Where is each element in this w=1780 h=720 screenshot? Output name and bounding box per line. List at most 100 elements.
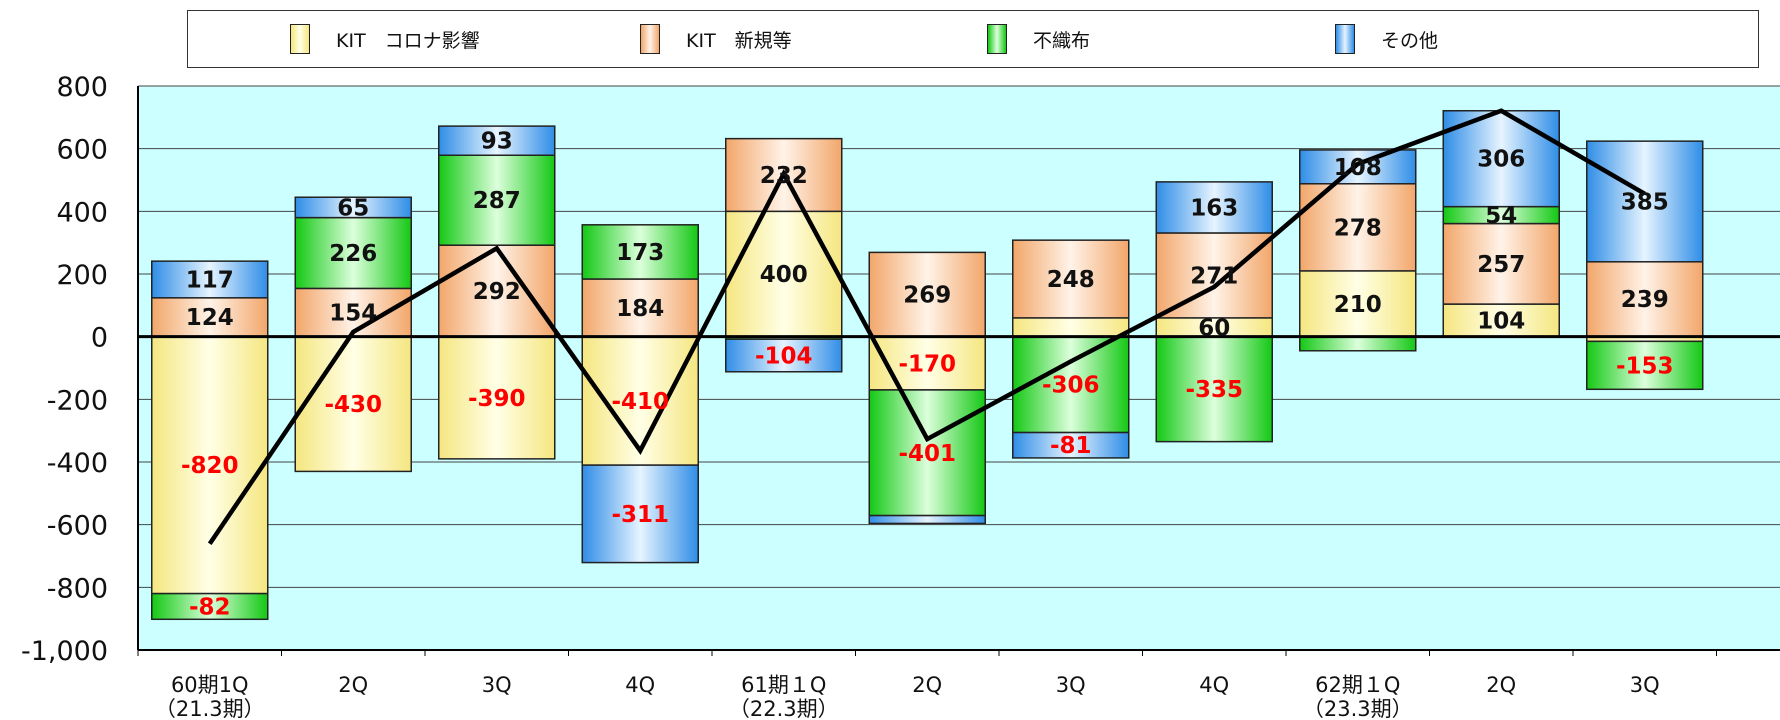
legend-label: その他	[1381, 29, 1439, 52]
data-label: 184	[616, 296, 664, 322]
data-label: 93	[481, 129, 513, 155]
data-label: 210	[1334, 292, 1382, 318]
data-label: 154	[329, 301, 377, 327]
legend-label: KIT コロナ影響	[336, 29, 480, 52]
bar-segment	[1012, 431, 1130, 459]
data-label: 287	[473, 188, 521, 214]
data-label: 278	[1334, 215, 1382, 241]
data-label: -82	[189, 594, 231, 620]
bar-segment	[294, 335, 412, 473]
data-label: 108	[1334, 155, 1382, 181]
legend-item-kit-corona: KIT コロナ影響	[290, 22, 480, 56]
bar-segment	[868, 251, 986, 338]
data-label: -306	[1042, 373, 1100, 399]
data-label: -401	[898, 441, 956, 467]
x-tick-label: （23.3期）	[1303, 697, 1413, 720]
legend-item-kit-new: KIT 新規等	[640, 22, 792, 56]
data-label: 232	[760, 163, 808, 189]
data-label: 269	[903, 283, 951, 309]
data-labels: -820 124 -82 117 -430 154 226 65 -390 292 287 93 -41…	[181, 129, 1674, 621]
bar-segment	[294, 216, 412, 290]
bar-segment	[438, 154, 556, 246]
bar-segment	[151, 335, 269, 595]
bar-segment	[1012, 239, 1130, 319]
y-tick-label: 0	[91, 323, 108, 354]
legend-item-nonwoven: 不織布	[987, 22, 1090, 56]
data-label: 400	[760, 262, 808, 288]
bar-segment	[868, 389, 986, 517]
y-tick-label: 600	[56, 135, 108, 166]
total-line	[207, 108, 1646, 546]
bar-segment	[1299, 335, 1417, 352]
data-label: 385	[1621, 189, 1669, 215]
legend-label: KIT 新規等	[686, 29, 792, 52]
legend-item-other: その他	[1335, 22, 1438, 56]
bar-segment	[1586, 140, 1704, 263]
x-tick-label: 3Q	[1630, 673, 1660, 697]
data-label: 65	[337, 195, 369, 221]
axes: 800 600 400 200 0 -200 -400 -600 -800 -1,000 60期1Q…	[21, 72, 1780, 720]
legend-swatch	[1335, 24, 1355, 54]
y-tick-label: 400	[56, 197, 108, 228]
data-label: -390	[468, 386, 526, 412]
bar-segment	[725, 137, 843, 213]
data-label: -335	[1185, 377, 1243, 403]
legend: KIT コロナ影響 KIT 新規等 不織布 その他	[187, 10, 1759, 68]
bar-segment	[868, 514, 986, 525]
y-tick-label: -1,000	[21, 636, 108, 667]
x-tick-label: （21.3期）	[155, 697, 265, 720]
bar-segment	[294, 196, 412, 219]
x-tick-label: 4Q	[1199, 673, 1229, 697]
x-tick-label: 3Q	[1056, 673, 1086, 697]
data-label: -170	[898, 351, 956, 377]
data-label: -820	[181, 453, 239, 479]
bar-segment	[294, 287, 412, 338]
data-label: 248	[1047, 267, 1095, 293]
bar-segment	[151, 592, 269, 621]
bar-segment	[1442, 110, 1560, 208]
x-tick-label: 62期１Q	[1315, 673, 1400, 697]
y-tick-label: 200	[56, 260, 108, 291]
y-tick-label: -200	[47, 385, 108, 416]
data-label: 257	[1477, 252, 1525, 278]
data-label: 292	[473, 279, 521, 305]
bar-segment	[581, 278, 699, 338]
data-label: -410	[611, 389, 669, 415]
data-label: 239	[1621, 287, 1669, 313]
bar-segment	[581, 464, 699, 564]
data-label: 54	[1485, 203, 1517, 229]
data-label: 173	[616, 240, 664, 266]
x-tick-label: 2Q	[1486, 673, 1516, 697]
bar-segment	[1155, 181, 1273, 234]
data-label: -81	[1050, 433, 1092, 459]
data-label: 306	[1477, 147, 1525, 173]
legend-label: 不織布	[1033, 29, 1091, 52]
bar-segment	[725, 338, 843, 373]
data-label: -311	[611, 502, 669, 528]
y-tick-label: -400	[47, 448, 108, 479]
data-label: 60	[1198, 315, 1230, 341]
bar-segment	[1012, 317, 1130, 338]
bar-segment	[438, 125, 556, 156]
bar-segment	[438, 244, 556, 338]
x-tick-label: 4Q	[625, 673, 655, 697]
bar-segment	[151, 260, 269, 299]
data-label: 117	[186, 267, 234, 293]
y-tick-label: -800	[47, 573, 108, 604]
bar-segment	[1586, 340, 1704, 391]
data-label: 104	[1477, 308, 1525, 334]
data-label: -153	[1616, 353, 1674, 379]
y-tick-label: -600	[47, 511, 108, 542]
legend-swatch	[640, 24, 660, 54]
data-label: -104	[755, 343, 813, 369]
data-label: 271	[1190, 263, 1238, 289]
total-line-path	[207, 108, 1646, 546]
x-tick-label: 2Q	[912, 673, 942, 697]
x-tick-label: 2Q	[338, 673, 368, 697]
bar-segment	[581, 224, 699, 280]
bar-segment	[1155, 335, 1273, 443]
legend-swatch	[290, 24, 310, 54]
x-tick-label: （22.3期）	[729, 697, 839, 720]
x-tick-label: 60期1Q	[171, 673, 249, 697]
